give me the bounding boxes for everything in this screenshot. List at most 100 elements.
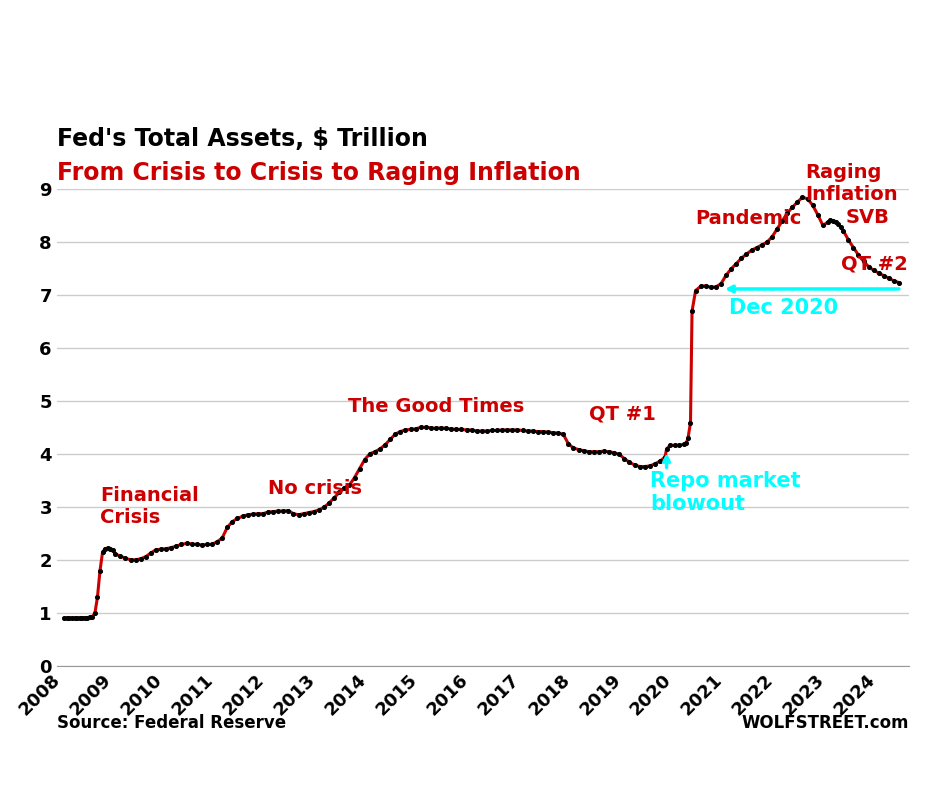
Point	[841, 234, 856, 246]
Point	[606, 447, 621, 459]
Point	[210, 535, 225, 548]
Point	[235, 510, 250, 523]
Point	[393, 425, 408, 438]
Point	[882, 272, 897, 284]
Point	[886, 275, 901, 287]
Point	[123, 554, 138, 566]
Point	[159, 543, 174, 555]
Point	[826, 215, 841, 227]
Point	[780, 207, 795, 219]
Point	[581, 445, 596, 458]
Point	[833, 221, 848, 234]
Point	[113, 550, 128, 562]
Point	[266, 505, 281, 518]
Point	[683, 416, 698, 428]
Point	[80, 611, 95, 624]
Point	[428, 422, 443, 435]
Point	[836, 224, 851, 237]
Point	[536, 425, 550, 438]
Point	[592, 445, 606, 458]
Point	[739, 248, 754, 261]
Point	[362, 447, 377, 460]
Point	[871, 267, 886, 280]
Point	[449, 423, 464, 436]
Point	[676, 438, 691, 451]
Point	[103, 543, 118, 555]
Point	[322, 497, 337, 509]
Point	[67, 611, 82, 624]
Point	[357, 453, 372, 466]
Point	[174, 538, 188, 550]
Point	[342, 478, 357, 491]
Point	[398, 424, 413, 436]
Point	[194, 539, 209, 551]
Point	[105, 543, 120, 556]
Point	[464, 424, 479, 436]
Point	[546, 426, 561, 439]
Point	[144, 546, 159, 559]
Point	[861, 261, 876, 273]
Point	[679, 436, 694, 449]
Point	[703, 281, 718, 294]
Point	[577, 444, 592, 457]
Point	[128, 554, 143, 566]
Point	[622, 456, 637, 469]
Point	[500, 424, 515, 436]
Point	[383, 433, 397, 446]
Point	[672, 439, 687, 451]
Point	[815, 219, 830, 232]
Point	[285, 508, 300, 520]
Point	[245, 508, 260, 520]
Point	[668, 439, 683, 451]
Point	[754, 238, 769, 251]
Point	[306, 505, 321, 518]
Point	[220, 521, 235, 534]
Point	[586, 445, 601, 458]
Point	[823, 214, 838, 227]
Point	[408, 423, 423, 436]
Point	[337, 482, 352, 494]
Point	[250, 508, 265, 520]
Point	[368, 445, 383, 458]
Point	[70, 611, 85, 624]
Point	[301, 506, 316, 519]
Point	[75, 611, 90, 624]
Point	[764, 230, 779, 243]
Point	[154, 543, 169, 555]
Point	[515, 425, 530, 437]
Point	[138, 550, 153, 563]
Point	[347, 471, 362, 484]
Point	[378, 439, 393, 451]
Point	[810, 208, 825, 221]
Point	[316, 501, 331, 514]
Point	[98, 543, 113, 555]
Point	[540, 426, 555, 439]
Text: The Good Times: The Good Times	[348, 397, 524, 416]
Point	[469, 425, 484, 437]
Text: SVB: SVB	[846, 208, 890, 227]
Point	[724, 262, 739, 275]
Point	[240, 508, 255, 521]
Point	[867, 264, 882, 276]
Point	[271, 505, 285, 517]
Point	[164, 541, 179, 554]
Point	[805, 199, 820, 211]
Point	[77, 611, 92, 624]
Point	[260, 506, 275, 519]
Point	[200, 538, 215, 550]
Text: Financial
Crisis: Financial Crisis	[100, 486, 199, 527]
Point	[296, 508, 311, 520]
Point	[714, 277, 729, 290]
Point	[846, 242, 861, 254]
Point	[637, 460, 652, 473]
Point	[424, 421, 439, 434]
Point	[179, 537, 194, 550]
Point	[352, 463, 367, 475]
Point	[85, 610, 100, 623]
Point	[774, 215, 789, 227]
Point	[602, 445, 617, 458]
Text: QT #2: QT #2	[841, 254, 908, 273]
Point	[571, 444, 586, 456]
Point	[64, 611, 79, 624]
Point	[88, 607, 103, 619]
